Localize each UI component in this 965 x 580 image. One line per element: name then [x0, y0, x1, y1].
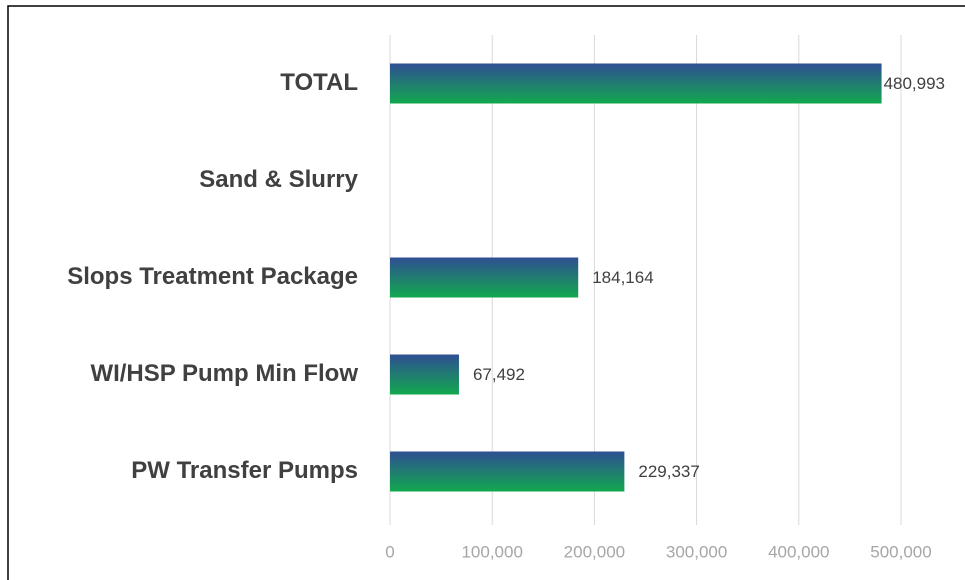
frame — [7, 5, 965, 580]
x-tick-label: 400,000 — [768, 542, 829, 561]
category-label: Sand & Slurry — [199, 166, 358, 193]
bar — [390, 451, 625, 492]
bar — [390, 354, 459, 395]
data-label: 480,993 — [884, 74, 945, 93]
category-label: WI/HSP Pump Min Flow — [90, 360, 358, 387]
data-label: 67,492 — [473, 365, 525, 384]
x-tick-label: 0 — [385, 542, 394, 561]
x-tick-label: 100,000 — [461, 542, 522, 561]
bar — [390, 63, 882, 104]
category-label: TOTAL — [280, 69, 358, 96]
x-tick-label: 300,000 — [666, 542, 727, 561]
category-label: PW Transfer Pumps — [131, 457, 358, 484]
data-label: 184,164 — [592, 268, 653, 287]
x-tick-label: 500,000 — [870, 542, 931, 561]
category-label: Slops Treatment Package — [67, 263, 358, 290]
x-tick-label: 200,000 — [564, 542, 625, 561]
bar — [390, 257, 579, 298]
data-label: 229,337 — [638, 462, 699, 481]
